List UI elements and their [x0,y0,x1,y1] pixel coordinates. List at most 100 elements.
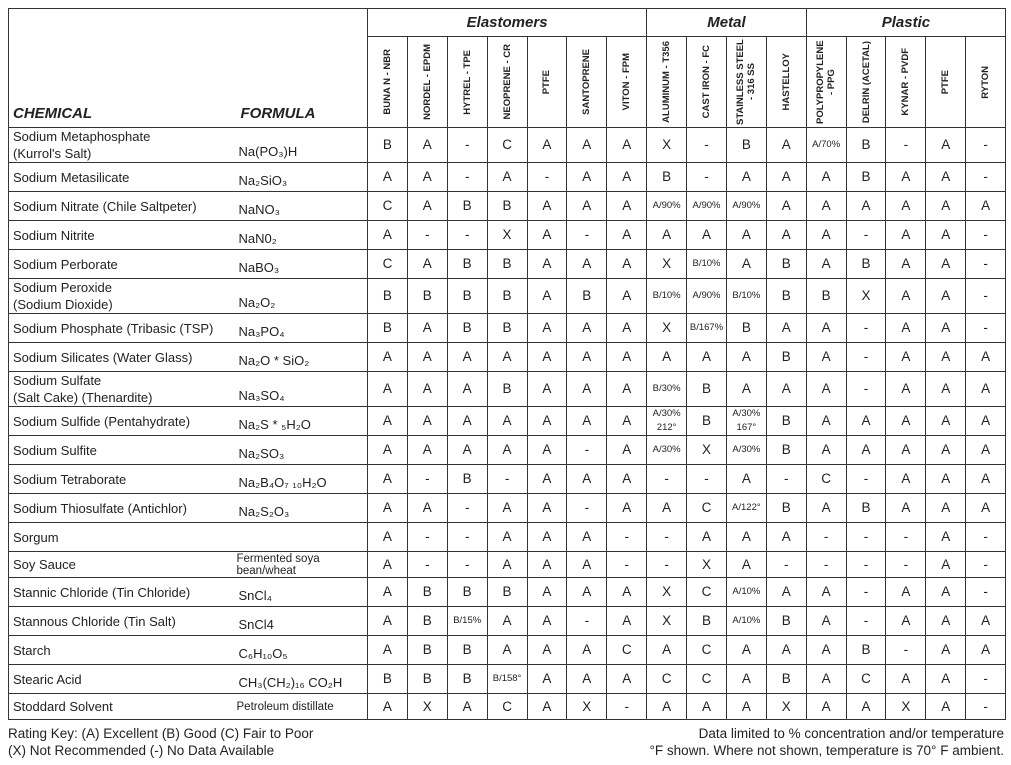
rating-cell: B [486,191,528,221]
rating-cell: B/167% [686,313,727,343]
rating-cell: C [367,191,408,221]
chemical-cell: Sodium Peroxide (Sodium Dioxide) [8,278,237,314]
formula: Na₃SO₄ [238,388,285,403]
rating-cell: - [566,220,608,250]
column-label: RYTON [980,65,992,99]
rating-cell: C [686,577,727,607]
rating-cell: A [765,191,807,221]
rating-cell: A [765,635,807,665]
rating-cell: A [725,664,767,694]
rating-cell: B [367,313,408,343]
rating-cell: - [446,522,488,552]
rating-cell: A [406,371,448,407]
rating-cell: A [486,635,528,665]
chemical-cell: Starch [8,635,237,665]
formula: Na₂O * SiO₂ [238,353,310,368]
formula-cell: Na₂O * SiO₂ [236,342,368,372]
rating-cell: B [845,162,887,192]
rating-cell: B [367,664,408,694]
rating-cell: A [805,664,847,694]
rating-cell: B [765,664,807,694]
rating-cell: B [446,313,488,343]
rating-cell: A [367,220,408,250]
rating-cell: A [805,313,847,343]
rating-cell: A [606,342,648,372]
column-label: ALUMINUM - T356 [661,41,673,123]
rating-cell: A [406,162,448,192]
rating-cell: B [805,278,847,314]
column-label: NORDEL - EPDM [421,44,433,120]
rating-cell: A [526,371,568,407]
rating-cell: A [725,693,767,720]
formula: Na₂O₂ [238,295,276,310]
rating-cell: B [765,278,807,314]
rating-cell: A [367,522,408,552]
rating-cell: A [965,371,1007,407]
rating-cell: B [446,278,488,314]
rating-cell: A [925,191,967,221]
formula-cell: Na₃SO₄ [236,371,368,407]
rating-cell: A [566,313,608,343]
chemical-row: Soy Sauce Fermented soya bean/wheat A - - A A A… [8,551,1007,578]
rating-cell: - [845,606,887,636]
rating-cell: B [446,249,488,279]
rating-cell: A [566,127,608,163]
rating-cell: A [566,406,608,436]
chemical-cell: Sodium Sulfide (Pentahydrate) [8,406,237,436]
rating-cell: X [845,278,887,314]
rating-cell: A [446,342,488,372]
chemical-name: Sorgum [13,529,59,545]
chemical-cell: Sodium Phosphate (Tribasic (TSP) [8,313,237,343]
rating-cell: B/10% [725,278,767,314]
rating-cell: A [765,522,807,552]
rating-cell: A [606,664,648,694]
group-heading: Elastomers [366,8,648,37]
rating-cell: A [885,371,927,407]
chemical-cell: Stoddard Solvent [8,693,237,720]
column-label: POLYPROPYLENE - PPG [815,40,838,124]
rating-cell: A [606,493,648,523]
rating-cell: B [486,313,528,343]
key-line: (X) Not Recommended (-) No Data Availabl… [8,743,275,758]
rating-cell: B [446,191,488,221]
rating-cell: A [925,342,967,372]
rating-cell: A [526,191,568,221]
rating-cell: - [646,522,688,552]
rating-cell: C [486,693,528,720]
rating-cell: C [686,493,727,523]
rating-cell: A [446,406,488,436]
rating-cell: B [845,493,887,523]
rating-cell: B [765,606,807,636]
rating-cell: A [606,371,648,407]
rating-cell: B [725,313,767,343]
rating-cell: A/30% [646,435,688,465]
rating-cell: A [765,162,807,192]
chemical-row: Stearic Acid CH₃(CH₂)₁₆ CO₂H B B B B/158° A A A C… [8,664,1007,694]
rating-cell: A [925,522,967,552]
rating-cell: B [686,406,727,436]
rating-cell: - [845,551,887,578]
chemical-name: Sodium Peroxide [13,280,112,295]
formula: Na₂SiO₃ [238,173,288,188]
rating-cell: A [805,493,847,523]
formula: C₆H₁₀O₅ [238,646,288,661]
rating-cell: X [566,693,608,720]
rating-cell: - [566,435,608,465]
column-label: NEOPRENE - CR [501,44,513,120]
chemical-row: Sodium Tetraborate Na₂B₄O₇ ₁₀H₂O A - B - A A A - -… [8,464,1007,494]
rating-cell: - [446,493,488,523]
rating-cell: A [446,371,488,407]
rating-cell: - [965,220,1007,250]
rating-cell: A [965,464,1007,494]
rating-cell: - [406,464,448,494]
rating-cell: C [606,635,648,665]
formula: Na(PO₃)H [238,144,298,159]
rating-cell: C [845,664,887,694]
column-heading: NEOPRENE - CR [486,36,528,128]
rating-cell: A [646,693,688,720]
chemical-name: Stoddard Solvent [13,699,113,714]
rating-cell: - [885,127,927,163]
column-label: KYNAR - PVDF [900,48,912,116]
rating-cell: B [765,342,807,372]
rating-cell: A [725,551,767,578]
